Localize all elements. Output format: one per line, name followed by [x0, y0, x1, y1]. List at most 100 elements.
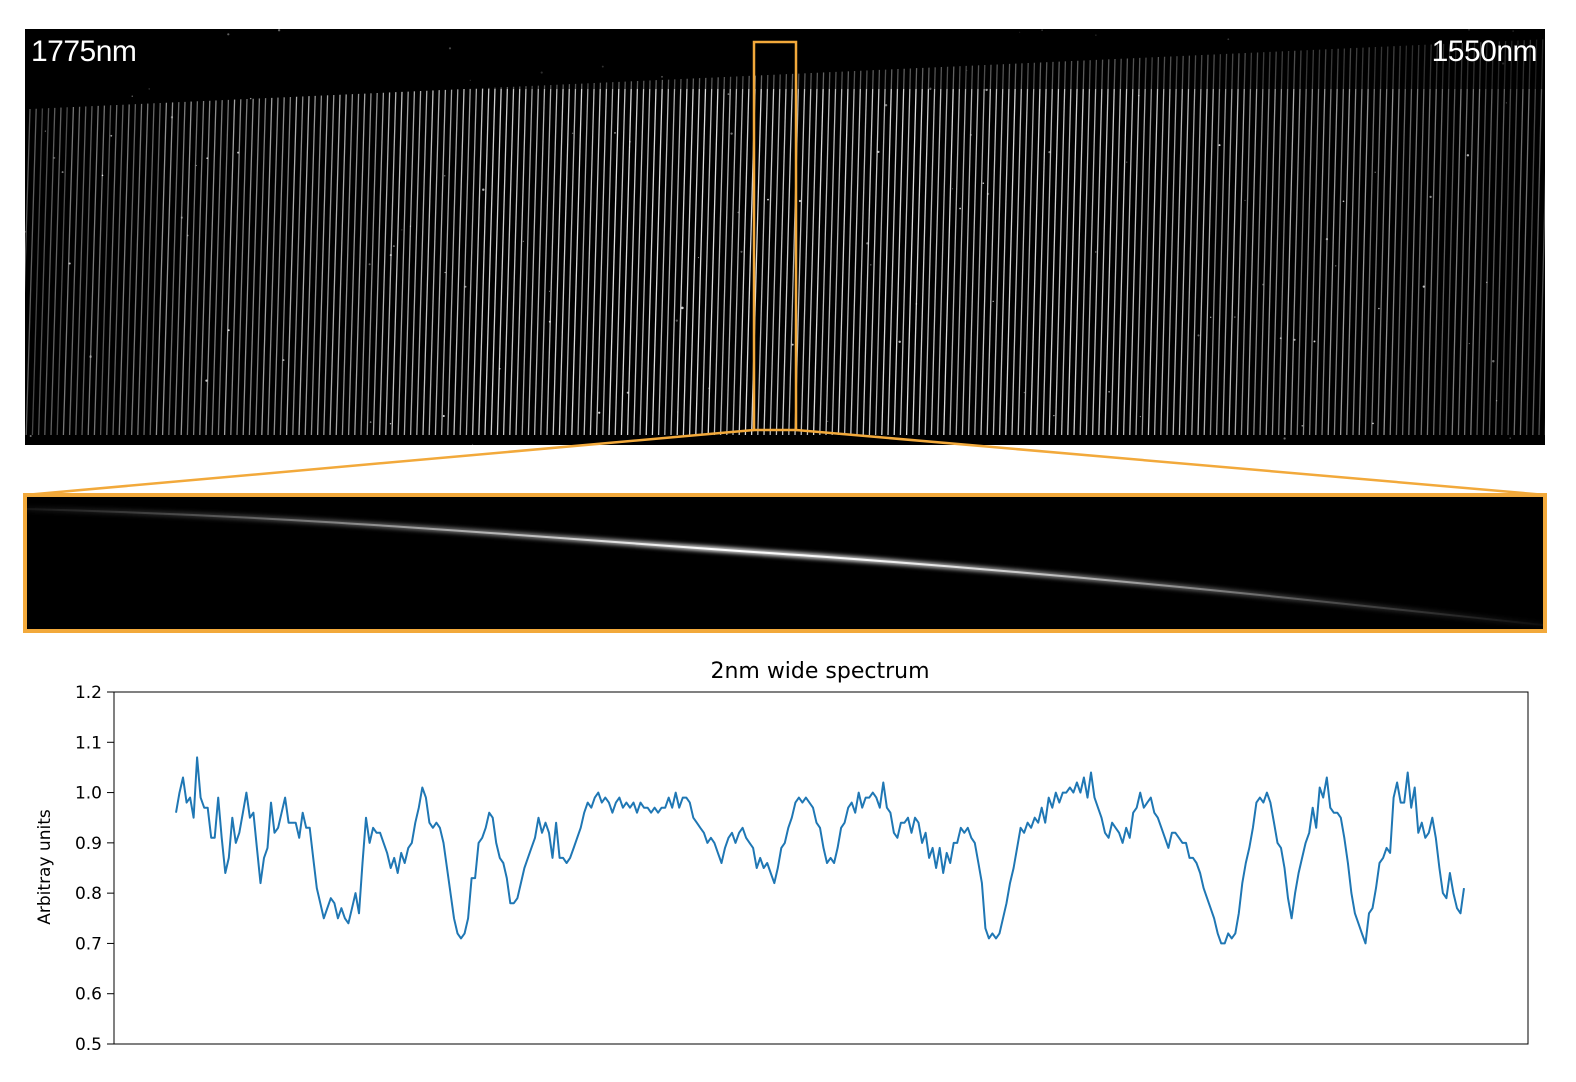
hot-pixel — [1126, 161, 1128, 163]
hot-pixel — [1372, 422, 1374, 425]
fringe-line — [81, 106, 93, 436]
fringe-line — [775, 74, 788, 436]
hot-pixel — [1509, 437, 1511, 439]
fringe-line — [1116, 58, 1129, 436]
hot-pixel — [227, 329, 230, 332]
fringe-line — [248, 98, 261, 436]
hot-pixel — [827, 420, 829, 422]
fringe-line — [1191, 55, 1203, 436]
fringe-line — [1395, 45, 1408, 436]
fringe-line — [1284, 50, 1296, 436]
hot-pixel — [866, 242, 869, 245]
fringe-line — [440, 89, 453, 436]
hot-pixel — [1283, 437, 1286, 440]
fringe-line — [757, 75, 769, 436]
hot-pixel — [368, 263, 371, 266]
connector-right-line — [795, 428, 1547, 497]
hot-pixel — [798, 199, 802, 203]
y-tick-label: 1.0 — [75, 784, 102, 804]
hot-pixel — [915, 303, 918, 305]
fringe-line — [1129, 57, 1141, 436]
fringe-line — [25, 108, 37, 436]
fringe-line — [769, 74, 781, 436]
connector-left-line — [24, 428, 755, 497]
fringe-line — [961, 65, 974, 436]
fringe-line — [713, 77, 726, 436]
hot-pixel — [951, 188, 954, 190]
fringe-line — [608, 81, 620, 436]
fringe-line — [701, 77, 713, 436]
fringe-line — [1463, 42, 1476, 436]
fringe-line — [1321, 49, 1333, 436]
fringe-line — [434, 89, 447, 436]
fringe-line — [707, 77, 719, 436]
fringe-line — [354, 93, 366, 436]
hot-pixel — [1495, 400, 1498, 402]
fringe-line — [335, 94, 347, 436]
fringe-line — [323, 94, 335, 436]
hot-pixel — [598, 411, 601, 414]
fringe-line — [874, 69, 887, 436]
fringe-line — [254, 98, 267, 436]
fringe-line — [124, 104, 137, 436]
hot-pixel — [1048, 150, 1051, 154]
fringe-line — [360, 93, 372, 436]
hot-pixel — [389, 254, 392, 257]
fringe-line — [1457, 42, 1470, 436]
hot-pixel — [791, 343, 794, 346]
fringe-line — [1445, 43, 1457, 436]
fringe-line — [93, 105, 106, 436]
fringe-line — [614, 81, 626, 436]
fringe-line — [1383, 46, 1395, 436]
fringe-line — [428, 90, 440, 436]
fringe-line — [1048, 61, 1060, 436]
hot-pixel — [1138, 94, 1140, 97]
fringe-line — [75, 106, 87, 436]
hot-pixel — [1313, 340, 1316, 343]
fringe-line — [267, 97, 279, 436]
fringe-line — [1147, 57, 1160, 436]
hot-pixel — [89, 355, 92, 358]
hot-pixel — [1244, 199, 1246, 201]
hot-pixel — [1468, 343, 1470, 345]
fringe-line — [112, 104, 124, 436]
fringe-line — [236, 98, 248, 436]
hot-pixel — [464, 285, 467, 288]
hot-pixel — [131, 95, 133, 97]
fringe-line — [763, 74, 775, 436]
fringe-line — [174, 101, 186, 436]
hot-pixel — [571, 132, 574, 134]
fringe-line — [695, 77, 707, 436]
hot-pixel — [1422, 285, 1425, 288]
fringe-line — [471, 88, 484, 436]
fringe-line — [422, 90, 434, 436]
fringe-line — [1085, 59, 1098, 436]
hot-pixel — [959, 207, 961, 210]
fringe-line — [967, 65, 980, 436]
fringe-line — [378, 92, 391, 436]
fringe-line — [1091, 59, 1104, 436]
hot-pixel — [1505, 102, 1507, 104]
fringe-line — [496, 86, 509, 436]
hot-pixel — [1197, 334, 1200, 337]
fringe-line — [1277, 51, 1290, 436]
hot-pixel — [1378, 307, 1380, 310]
fringe-line — [732, 76, 744, 436]
fringe-line — [806, 72, 819, 436]
hot-pixel — [1218, 144, 1221, 147]
fringe-line — [205, 100, 217, 436]
zoomed-region — [23, 493, 1547, 633]
hot-pixel — [1342, 200, 1345, 203]
hot-pixel — [675, 319, 678, 322]
fringe-line — [1160, 56, 1172, 436]
fringe-line — [192, 100, 205, 436]
fringe-line — [1265, 51, 1277, 436]
zoom-connector-overlay — [24, 40, 1547, 497]
fringe-line — [1296, 50, 1308, 436]
hot-pixel — [548, 290, 551, 292]
hot-pixel — [1334, 265, 1337, 267]
fringe-line — [1476, 41, 1488, 436]
fringe-line — [1197, 54, 1209, 436]
spectrum-plot: 2nm wide spectrum Arbitray units 0.50.60… — [35, 659, 1529, 1055]
fringe-line — [1234, 53, 1246, 436]
